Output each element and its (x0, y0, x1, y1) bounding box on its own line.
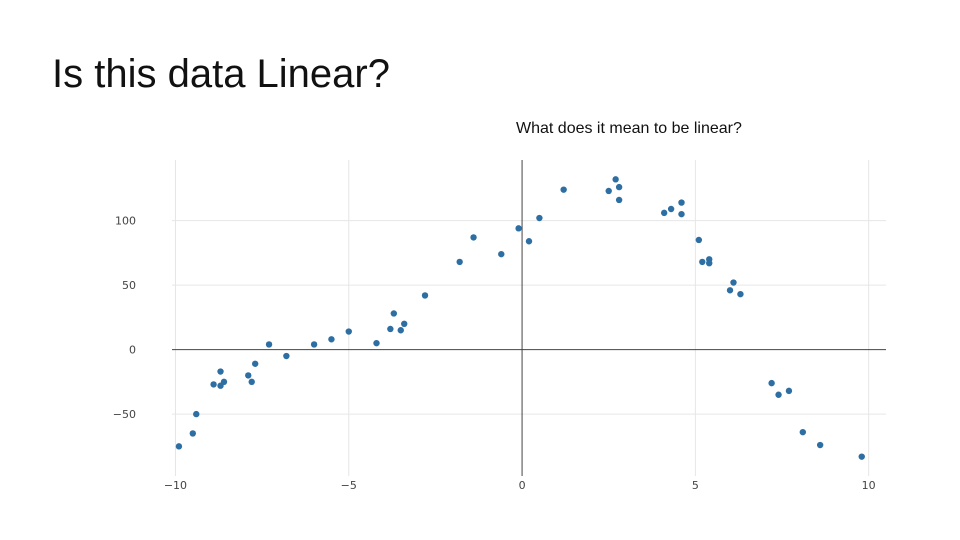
x-tick-label: 0 (519, 479, 526, 492)
data-point (612, 176, 619, 183)
data-point (310, 341, 318, 348)
data-point (726, 287, 734, 294)
data-point (193, 410, 200, 418)
data-point (775, 391, 782, 398)
data-point (799, 428, 807, 436)
x-tick-label: 5 (692, 479, 699, 492)
y-tick-label: 50 (122, 279, 136, 292)
data-point (217, 368, 224, 375)
data-point (515, 225, 522, 232)
data-point (768, 379, 775, 387)
data-point (251, 360, 259, 367)
slide-title: Is this data Linear? (52, 52, 390, 96)
data-point (560, 186, 567, 193)
data-point (605, 187, 612, 195)
slide-subtitle: What does it mean to be linear? (516, 120, 742, 137)
x-tick-label: −5 (341, 479, 357, 492)
data-point (421, 292, 429, 299)
zero-axes (172, 160, 886, 476)
data-point (730, 279, 737, 286)
data-point (615, 183, 623, 191)
data-point (706, 259, 713, 267)
data-point (816, 441, 824, 449)
data-point (373, 339, 380, 347)
data-point (245, 372, 252, 379)
data-point (525, 238, 533, 245)
y-tick-label: −50 (113, 408, 136, 421)
data-point (328, 336, 335, 343)
data-point (265, 341, 273, 348)
data-point (858, 453, 865, 460)
y-tick-label: 0 (129, 344, 136, 357)
data-point (667, 205, 675, 213)
data-point (175, 443, 183, 450)
data-point (220, 378, 228, 386)
data-point (387, 325, 394, 333)
data-point (498, 250, 505, 258)
data-point (345, 328, 352, 335)
data-point (248, 378, 255, 386)
y-tick-label: 100 (115, 215, 136, 228)
data-point (785, 387, 793, 395)
data-points (175, 176, 865, 460)
data-point (660, 209, 668, 217)
data-point (401, 320, 408, 328)
data-point (283, 352, 290, 360)
data-point (210, 381, 217, 388)
x-tick-label: −10 (164, 479, 187, 492)
data-point (456, 258, 463, 266)
data-point (470, 234, 477, 241)
data-point (678, 210, 685, 218)
data-point (390, 310, 398, 317)
data-point (397, 327, 404, 334)
data-point (678, 199, 685, 206)
data-point (615, 196, 623, 204)
data-point (189, 430, 196, 437)
data-point (536, 214, 543, 222)
x-tick-label: 10 (862, 479, 876, 492)
data-point (737, 290, 744, 298)
grid-lines (172, 160, 886, 476)
data-point (695, 236, 703, 244)
data-point (699, 258, 706, 266)
